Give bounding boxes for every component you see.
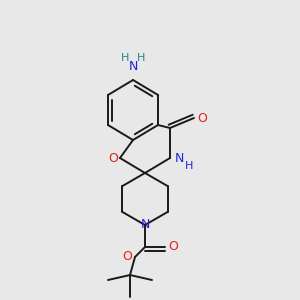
Text: O: O xyxy=(197,112,207,124)
Text: N: N xyxy=(174,152,184,164)
Text: N: N xyxy=(128,59,138,73)
Text: O: O xyxy=(122,250,132,263)
Text: H: H xyxy=(137,53,145,63)
Text: N: N xyxy=(140,218,150,232)
Text: H: H xyxy=(185,161,193,171)
Text: H: H xyxy=(121,53,129,63)
Text: O: O xyxy=(168,241,178,254)
Text: O: O xyxy=(108,152,118,164)
